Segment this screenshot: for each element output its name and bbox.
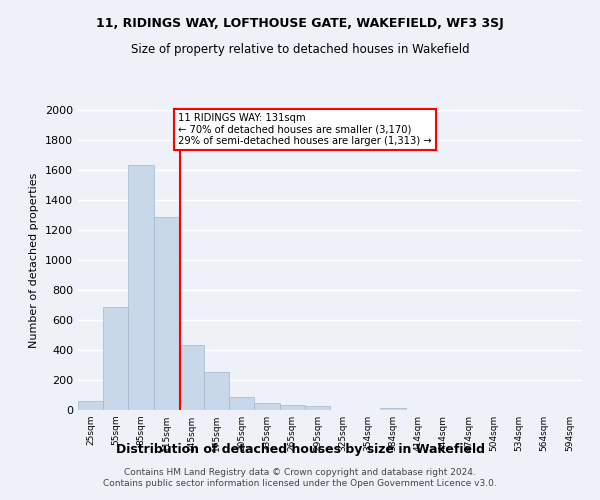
Bar	[128, 165, 154, 410]
Bar	[78, 401, 103, 410]
Bar	[229, 396, 254, 410]
Bar	[305, 406, 330, 410]
Text: Contains HM Land Registry data © Crown copyright and database right 2024.
Contai: Contains HM Land Registry data © Crown c…	[103, 468, 497, 487]
Bar	[204, 372, 229, 410]
Text: 11, RIDINGS WAY, LOFTHOUSE GATE, WAKEFIELD, WF3 3SJ: 11, RIDINGS WAY, LOFTHOUSE GATE, WAKEFIE…	[96, 18, 504, 30]
Bar	[103, 306, 128, 410]
Bar	[280, 405, 305, 410]
Bar	[380, 408, 406, 410]
Y-axis label: Number of detached properties: Number of detached properties	[29, 172, 40, 348]
Bar	[154, 216, 179, 410]
Text: 11 RIDINGS WAY: 131sqm
← 70% of detached houses are smaller (3,170)
29% of semi-: 11 RIDINGS WAY: 131sqm ← 70% of detached…	[178, 113, 431, 146]
Text: Size of property relative to detached houses in Wakefield: Size of property relative to detached ho…	[131, 42, 469, 56]
Bar	[254, 402, 280, 410]
Bar	[179, 345, 204, 410]
Text: Distribution of detached houses by size in Wakefield: Distribution of detached houses by size …	[115, 442, 485, 456]
